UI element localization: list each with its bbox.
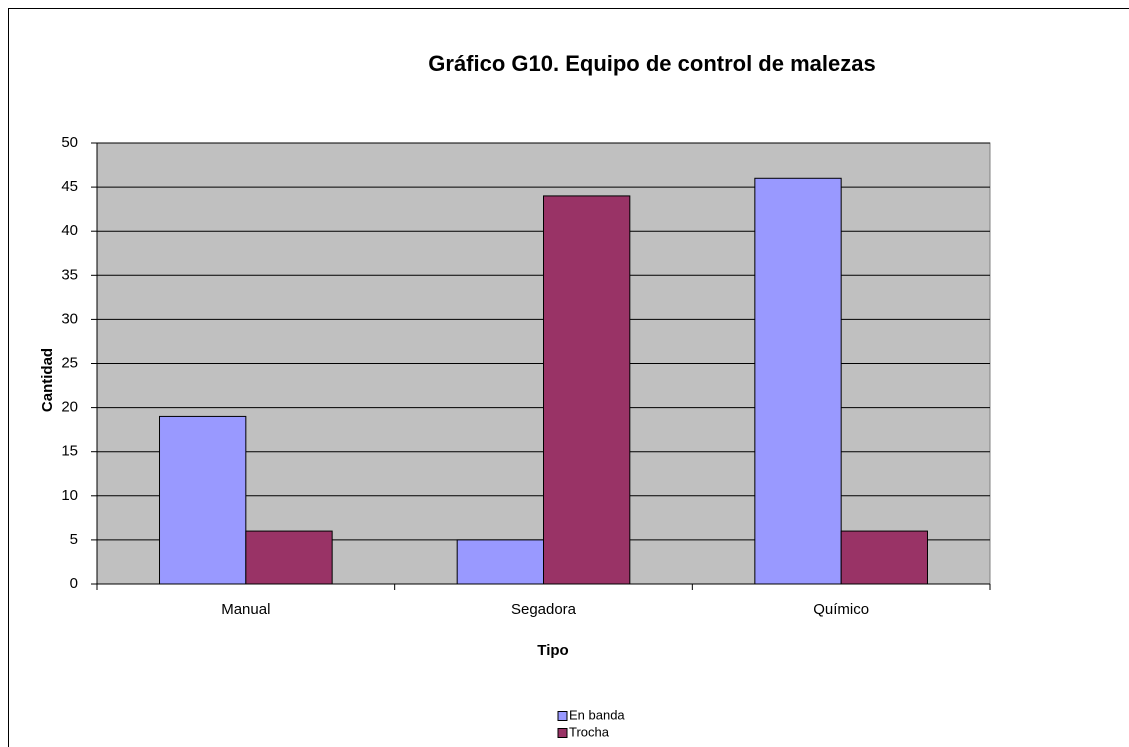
bar [245,530,333,585]
x-axis-title: Tipo [537,642,568,659]
chart-title: Gráfico G10. Equipo de control de maleza… [428,51,875,76]
bar [543,195,631,585]
y-tick-label: 45 [61,178,78,195]
bar [754,177,842,585]
legend-key [557,728,568,738]
x-tick-label: Manual [221,601,270,618]
legend-key [557,711,568,721]
y-tick-label: 0 [70,575,78,592]
y-tick-label: 25 [61,354,78,371]
y-tick-label: 50 [61,134,78,151]
legend-label: Trocha [569,724,610,739]
bar [840,530,928,585]
y-tick-label: 30 [61,310,78,327]
bar [456,539,544,585]
legend-label: En banda [569,707,625,722]
bar [159,415,247,585]
x-tick-label: Químico [813,601,869,618]
y-axis-title: Cantidad [39,348,56,412]
x-tick-label: Segadora [511,601,577,618]
y-tick-label: 5 [70,531,78,548]
y-tick-label: 10 [61,487,78,504]
y-tick-label: 15 [61,443,78,460]
y-tick-label: 35 [61,266,78,283]
y-tick-label: 20 [61,399,78,416]
y-tick-label: 40 [61,222,78,239]
